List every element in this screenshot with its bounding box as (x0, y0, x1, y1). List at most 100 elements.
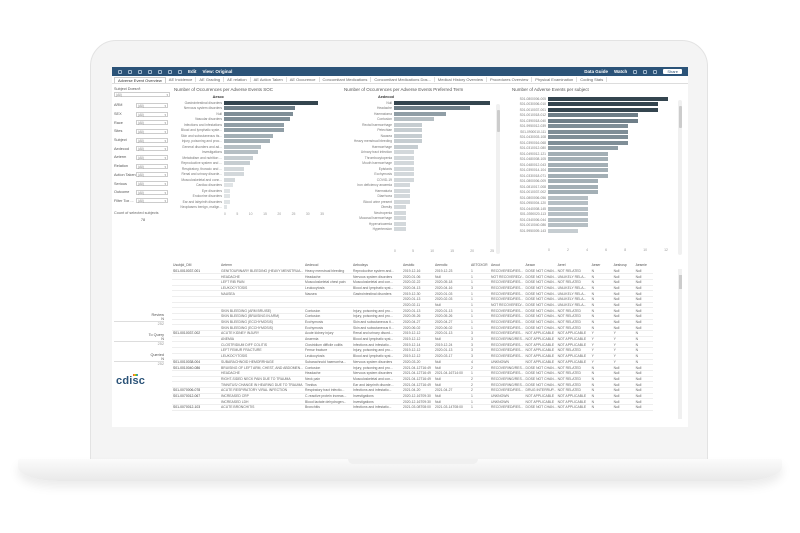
bar[interactable] (224, 150, 259, 155)
bar[interactable] (548, 162, 608, 167)
table-row[interactable]: S01-0070012-103 ACUTE BRONCHITIS Bronchiti… (172, 404, 653, 411)
bar-row[interactable]: Blood and lymphatic syste... (174, 128, 334, 134)
bar-row[interactable]: Respiratory, thoracic and ... (174, 166, 334, 172)
filter-select[interactable]: (All) (136, 111, 168, 117)
filter-select[interactable]: (All) (136, 137, 168, 143)
bar[interactable] (394, 106, 470, 111)
column-header[interactable]: Aedecod (305, 263, 319, 267)
filter-select[interactable]: (All) (136, 189, 168, 195)
column-header[interactable]: Aeout (491, 263, 500, 267)
bar[interactable] (224, 144, 262, 149)
bar-row[interactable]: Haematoma (344, 111, 504, 117)
share-button[interactable]: Share (663, 69, 682, 74)
bar[interactable] (224, 100, 319, 105)
bar-row[interactable]: S01-0800006-056 (512, 195, 682, 201)
column-header[interactable]: Usubjid_DM (173, 263, 192, 267)
bar-row[interactable]: Rectal haemorrhage (344, 122, 504, 128)
bar[interactable] (394, 221, 406, 226)
bar-row[interactable]: Mouth haemorrhage (344, 161, 504, 167)
table-row[interactable]: LEUKOCYTOSIS Leukocytosis Blood and lympha… (172, 285, 653, 292)
bar[interactable] (394, 117, 434, 122)
bar[interactable] (548, 140, 628, 145)
bar-row[interactable]: S01-0800006-009 (512, 179, 682, 185)
bar[interactable] (394, 183, 410, 188)
bar[interactable] (224, 161, 250, 166)
bar[interactable] (394, 111, 446, 116)
tab-ae-incidence[interactable]: AE Incidence (166, 77, 197, 82)
tab-concomitant-medications-dos-[interactable]: Concomitant Medications Dos... (371, 77, 435, 82)
bar-row[interactable]: S01-0490012-121 (512, 151, 682, 157)
bar-row[interactable]: Nervous system disorders (174, 106, 334, 112)
bar-row[interactable]: Obesity (344, 205, 504, 211)
bar[interactable] (548, 179, 598, 184)
column-header[interactable]: AETOXGR (471, 263, 488, 267)
chart-pt-scrollbar[interactable] (496, 104, 500, 254)
bar-row[interactable]: Investigations (174, 150, 334, 156)
table-row[interactable]: NAUSEA Nausea Gastrointestinal disorders 20… (172, 290, 653, 297)
bar-row[interactable]: Gastrointestinal disorders (174, 100, 334, 106)
bar-row[interactable]: S01-9950009-143 (512, 228, 682, 234)
bar[interactable] (394, 100, 490, 105)
table-row[interactable]: ANEMIA Anaemia Blood and lymphatic syst...… (172, 336, 653, 343)
column-header[interactable]: Aerel (557, 263, 566, 267)
tab-concomitant-medications[interactable]: Concomitant Medications (320, 77, 372, 82)
data-guide-button[interactable]: Data Guide (584, 69, 608, 74)
bar-row[interactable]: S01-0800006-005 (512, 96, 682, 102)
bar[interactable] (394, 128, 422, 133)
bar[interactable] (394, 177, 414, 182)
column-header[interactable]: Aeshosp (613, 263, 627, 267)
bar-row[interactable]: Nausea (344, 133, 504, 139)
bar[interactable] (548, 217, 588, 222)
filter-select[interactable]: (All) (136, 172, 168, 178)
table-row[interactable]: LEUKOCYTOSIS Leukocytosis Blood and lympha… (172, 353, 653, 360)
bar-row[interactable]: S01-0390016-068 (512, 140, 682, 146)
bar-row[interactable]: Diarrhoea (344, 194, 504, 200)
bar-row[interactable]: Musculoskeletal and conn... (174, 177, 334, 183)
bar-row[interactable]: Neutropenia (344, 210, 504, 216)
bar[interactable] (224, 111, 293, 116)
bar[interactable] (224, 155, 253, 160)
tab-ae-occurence[interactable]: AE Occurence (287, 77, 320, 82)
bar-row[interactable]: Petechiae (344, 128, 504, 134)
bar[interactable] (548, 113, 638, 118)
bar[interactable] (224, 166, 244, 171)
bar[interactable] (394, 199, 410, 204)
table-row[interactable]: SKIN BLEEDING (BRUISING IN ARM) Contusion… (172, 313, 653, 320)
table-row[interactable]: TINNITUS/ CHANGE IN HEARING DUE TO TRAUM… (172, 381, 653, 388)
download-icon[interactable] (643, 69, 648, 74)
bar-row[interactable]: Haemorrhage (344, 144, 504, 150)
column-header[interactable]: Aesmie (635, 263, 647, 267)
table-scrollbar[interactable] (678, 269, 682, 419)
bar-row[interactable]: S01-0010037-002 (512, 190, 682, 196)
redo-icon[interactable] (128, 69, 132, 74)
bar-row[interactable]: Eye disorders (174, 188, 334, 194)
bar-row[interactable]: Neoplasms benign, malign... (174, 205, 334, 211)
bar-row[interactable]: Headache (344, 106, 504, 112)
table-row[interactable]: RIGHT-SIDED NECK PAIN DUE TO TRAUMA Neck … (172, 376, 653, 383)
bar-row[interactable]: S01-0480008-105 (512, 157, 682, 163)
bar[interactable] (224, 199, 230, 204)
bar-row[interactable]: Renal and urinary disorde... (174, 172, 334, 178)
bar[interactable] (394, 133, 422, 138)
undo-icon[interactable] (118, 69, 122, 74)
column-header[interactable]: Aestdtc (403, 263, 415, 267)
bar[interactable] (548, 107, 658, 112)
bar-row[interactable]: Mucosal haemorrhage (344, 216, 504, 222)
bar[interactable] (394, 194, 410, 199)
column-header[interactable]: Aeser (591, 263, 601, 267)
bar[interactable] (224, 122, 284, 127)
bar-row[interactable]: S01-0310012-080 (512, 146, 682, 152)
bar[interactable] (548, 124, 628, 129)
bar-row[interactable]: S01-0010040-086 (512, 223, 682, 229)
camera-icon[interactable] (178, 69, 182, 74)
bar[interactable] (548, 135, 628, 140)
filter-select[interactable]: (All) (136, 146, 168, 152)
filter-select[interactable]: (All) (136, 198, 168, 204)
bar[interactable] (394, 155, 414, 160)
bar[interactable] (548, 157, 608, 162)
bar-row[interactable]: Metabolism and nutrition ... (174, 155, 334, 161)
table-row[interactable]: S01-0070006-078 ACUTE RESPIRATORY VIRAL I… (172, 387, 653, 394)
column-header[interactable]: Aebodsys (353, 263, 368, 267)
bar[interactable] (224, 205, 227, 210)
bar[interactable] (548, 102, 658, 107)
